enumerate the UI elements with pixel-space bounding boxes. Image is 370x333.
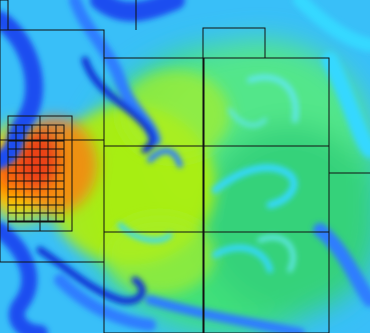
grid-block — [103, 231, 205, 333]
cyan-swirls — [228, 74, 299, 273]
grid-block — [0, 139, 105, 263]
fine-mesh — [7, 124, 65, 223]
grid-block — [202, 231, 330, 333]
fine-mesh-frame — [7, 124, 65, 223]
grid-block — [0, 0, 9, 31]
